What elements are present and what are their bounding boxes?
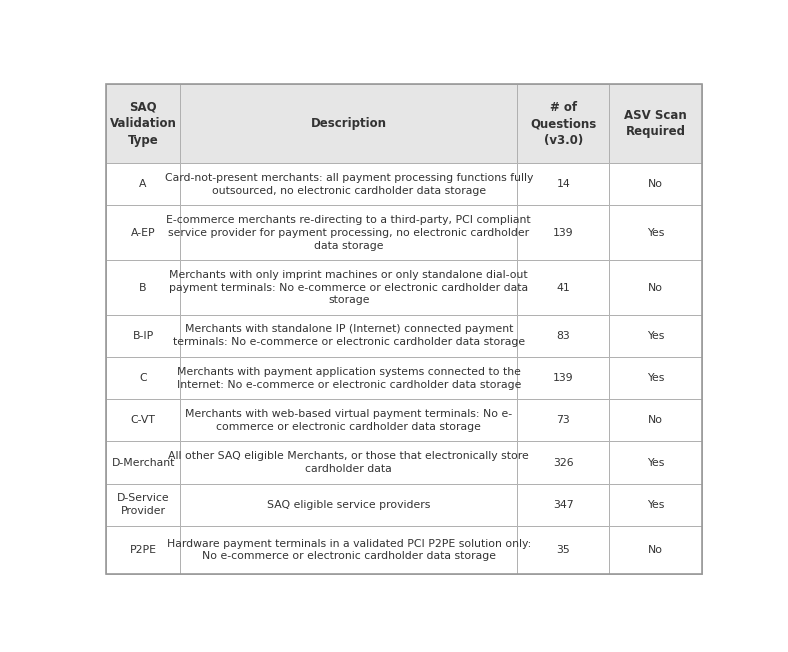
Text: B-IP: B-IP [132,331,154,341]
Text: C: C [139,373,147,383]
Bar [517,84,609,163]
Bar [106,526,180,574]
Bar [609,205,702,260]
Bar [180,441,517,484]
Bar [180,205,517,260]
Text: 139: 139 [553,228,574,238]
Text: ASV Scan
Required: ASV Scan Required [624,109,687,138]
Bar [106,260,180,315]
Text: SAQ eligible service providers: SAQ eligible service providers [267,500,430,510]
Bar [106,315,180,357]
Bar [609,441,702,484]
Bar [180,84,517,163]
Text: Merchants with only imprint machines or only standalone dial-out
payment termina: Merchants with only imprint machines or … [169,270,528,305]
Bar [517,399,609,441]
Text: 347: 347 [553,500,574,510]
Text: C-VT: C-VT [131,415,155,425]
Bar [609,84,702,163]
Text: 73: 73 [556,415,571,425]
Text: No: No [649,282,663,293]
Bar [106,163,180,205]
Text: 139: 139 [553,373,574,383]
Text: SAQ
Validation
Type: SAQ Validation Type [110,100,177,147]
Text: D-Service
Provider: D-Service Provider [117,494,169,516]
Bar [609,357,702,399]
Text: No: No [649,545,663,555]
Text: Hardware payment terminals in a validated PCI P2PE solution only:
No e-commerce : Hardware payment terminals in a validate… [166,539,531,561]
Bar [609,163,702,205]
Text: Merchants with payment application systems connected to the
Internet: No e-comme: Merchants with payment application syste… [177,366,521,389]
Bar [609,526,702,574]
Bar [517,163,609,205]
Bar [517,357,609,399]
Bar [517,205,609,260]
Bar [106,357,180,399]
Text: Yes: Yes [647,228,664,238]
Text: All other SAQ eligible Merchants, or those that electronically store
cardholder : All other SAQ eligible Merchants, or tho… [169,451,529,474]
Text: E-commerce merchants re-directing to a third-party, PCI compliant
service provid: E-commerce merchants re-directing to a t… [166,215,531,250]
Text: Description: Description [310,117,387,130]
Text: A-EP: A-EP [131,228,155,238]
Text: 41: 41 [556,282,571,293]
Bar [106,84,180,163]
Text: 14: 14 [556,179,571,189]
Bar [517,526,609,574]
Bar [180,526,517,574]
Bar [106,484,180,526]
Text: Yes: Yes [647,458,664,467]
Bar [609,260,702,315]
Text: No: No [649,415,663,425]
Bar [517,315,609,357]
Text: Yes: Yes [647,500,664,510]
Text: No: No [649,179,663,189]
Text: # of
Questions
(v3.0): # of Questions (v3.0) [530,100,597,147]
Bar [106,205,180,260]
Bar [180,260,517,315]
Text: 83: 83 [556,331,571,341]
Text: Yes: Yes [647,373,664,383]
Bar [180,484,517,526]
Text: B: B [139,282,147,293]
Text: Merchants with web-based virtual payment terminals: No e-
commerce or electronic: Merchants with web-based virtual payment… [185,409,512,432]
Text: Card-not-present merchants: all payment processing functions fully
outsourced, n: Card-not-present merchants: all payment … [165,173,533,196]
Bar [517,260,609,315]
Bar [517,484,609,526]
Text: Yes: Yes [647,331,664,341]
Bar [609,484,702,526]
Text: P2PE: P2PE [129,545,157,555]
Bar [106,441,180,484]
Bar [106,399,180,441]
Bar [609,399,702,441]
Text: A: A [139,179,147,189]
Text: Merchants with standalone IP (Internet) connected payment
terminals: No e-commer: Merchants with standalone IP (Internet) … [173,325,525,348]
Bar [180,163,517,205]
Bar [180,357,517,399]
Text: 35: 35 [556,545,571,555]
Bar [517,441,609,484]
Bar [180,315,517,357]
Bar [609,315,702,357]
Bar [180,399,517,441]
Text: D-Merchant: D-Merchant [111,458,175,467]
Text: 326: 326 [553,458,574,467]
